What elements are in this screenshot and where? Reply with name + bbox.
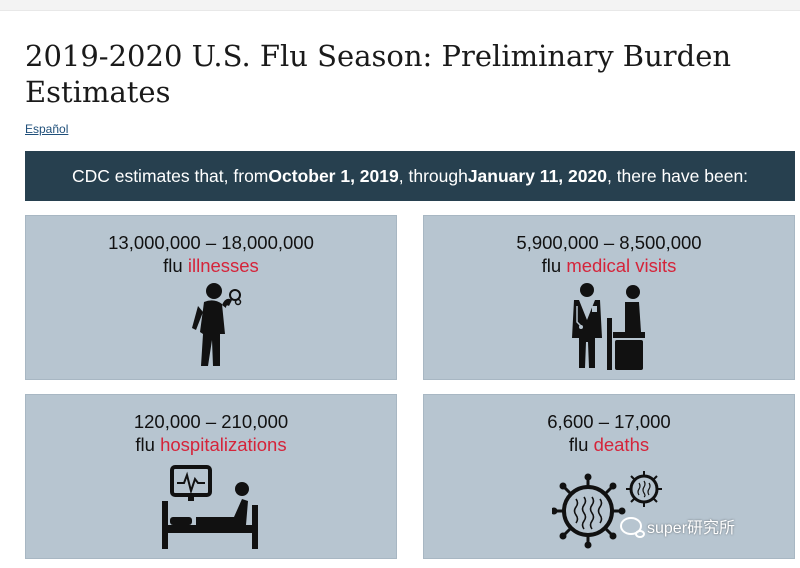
illnesses-range: 13,000,000 – 18,000,000: [108, 232, 314, 253]
sick-person-icon: [192, 283, 242, 366]
language-link[interactable]: Español: [25, 122, 69, 136]
medical-visits-label: flu medical visits: [541, 255, 677, 276]
hospital-bed-icon: [162, 465, 258, 549]
banner-start-date: October 1, 2019: [268, 165, 399, 186]
medical-visits-range: 5,900,000 – 8,500,000: [516, 232, 702, 253]
illnesses-card: 13,000,000 – 18,000,000 flu illnesses: [25, 215, 397, 380]
illnesses-label: flu illnesses: [163, 255, 259, 276]
watermark: super研究所: [620, 514, 735, 538]
hospitalizations-range: 120,000 – 210,000: [133, 411, 289, 432]
watermark-text: super研究所: [647, 520, 736, 537]
deaths-range: 6,600 – 17,000: [547, 411, 671, 432]
estimate-banner: CDC estimates that, from October 1, 2019…: [25, 151, 795, 201]
virus-icon: [552, 471, 662, 549]
medical-visits-card: 5,900,000 – 8,500,000 flu medical visits: [423, 215, 795, 380]
wechat-icon: [620, 517, 645, 538]
banner-text-2: , through: [398, 165, 468, 186]
doctor-patient-icon: [572, 283, 645, 370]
page-title: 2019-2020 U.S. Flu Season: Preliminary B…: [25, 39, 732, 109]
banner-text-1: CDC estimates that, from: [71, 165, 269, 186]
top-bar: [0, 0, 800, 11]
deaths-card: 6,600 – 17,000 flu deaths: [423, 394, 795, 559]
banner-text-3: , there have been:: [606, 165, 749, 186]
hospitalizations-card: 120,000 – 210,000 flu hospitalizations: [25, 394, 397, 559]
hospitalizations-label: flu hospitalizations: [135, 434, 287, 455]
deaths-label: flu deaths: [568, 434, 650, 455]
banner-end-date: January 11, 2020: [467, 165, 607, 186]
